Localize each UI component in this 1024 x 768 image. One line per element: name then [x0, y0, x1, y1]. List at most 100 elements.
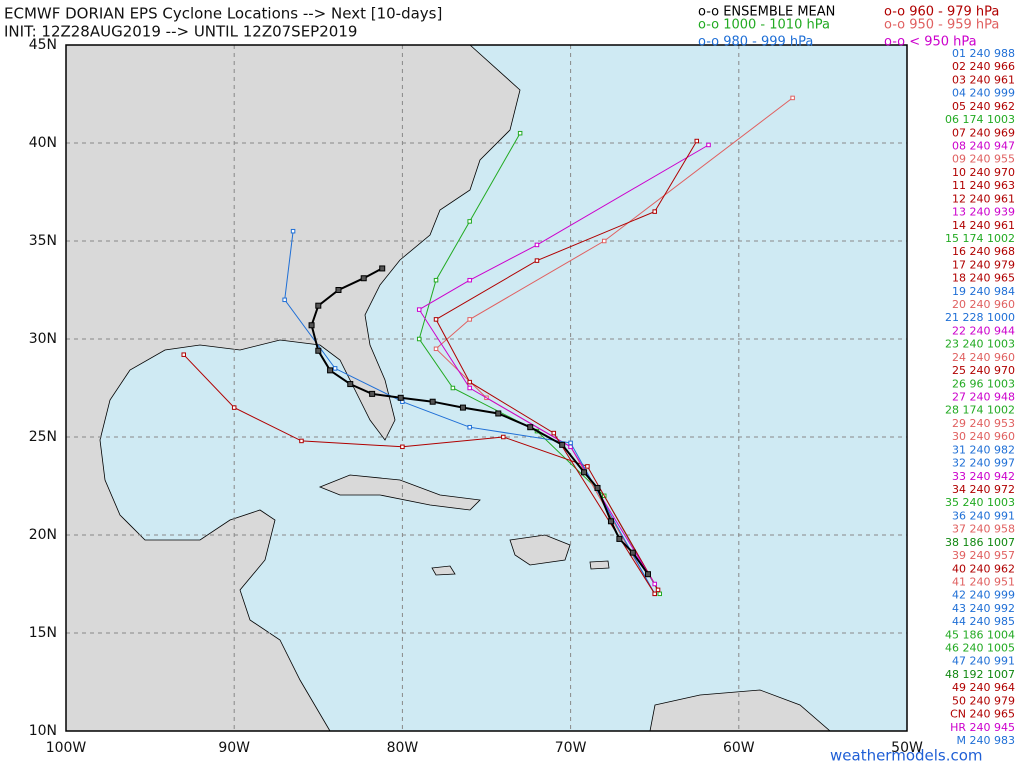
member-entry: 05 240 962 [952, 100, 1015, 113]
track-point [332, 366, 338, 371]
member-entry: 43 240 992 [952, 602, 1015, 615]
track-point [655, 587, 661, 593]
member-entry: 09 240 955 [952, 153, 1015, 166]
member-entry: 22 240 944 [952, 324, 1015, 337]
track-point [790, 95, 795, 101]
member-entry: 46 240 1005 [945, 642, 1015, 655]
track-point [369, 390, 376, 397]
y-tick-label: 35N [29, 233, 57, 249]
member-entry: 15 174 1002 [945, 232, 1015, 245]
member-entry: 48 192 1007 [945, 668, 1015, 681]
member-entry: 47 240 991 [952, 655, 1015, 668]
y-tick-label: 40N [29, 135, 57, 151]
x-tick-label: 90W [218, 740, 250, 756]
track-point [433, 277, 439, 283]
track-point [181, 352, 186, 357]
track-point [327, 367, 334, 374]
track-point [429, 398, 436, 405]
member-entry: 23 240 1003 [945, 338, 1015, 351]
y-tick-label: 15N [29, 625, 57, 641]
member-entry: 33 240 942 [952, 470, 1015, 483]
member-entry: 41 240 951 [952, 575, 1015, 588]
init-line: INIT: 12Z28AUG2019 --> UNTIL 12Z07SEP201… [4, 23, 357, 41]
track-point [495, 410, 502, 417]
track-point [467, 385, 472, 391]
track-point [527, 424, 534, 431]
track-point [308, 322, 315, 329]
member-entry: 01 240 988 [952, 47, 1015, 60]
track-point [467, 317, 472, 322]
member-entry: 17 240 979 [952, 258, 1015, 271]
track-point [433, 346, 439, 352]
member-entry: 39 240 957 [952, 549, 1015, 562]
track-point [347, 381, 354, 388]
member-entry: 24 240 960 [952, 351, 1015, 364]
track-point [644, 571, 651, 578]
track-point [706, 142, 711, 148]
track-point [568, 440, 573, 446]
y-tick-label: 30N [29, 331, 57, 347]
x-tick-label: 70W [555, 740, 587, 756]
x-tick-label: 50W [891, 740, 923, 756]
hispaniola [509, 534, 571, 566]
track-point [335, 287, 342, 293]
y-tick-label: 25N [29, 429, 57, 445]
tracks [181, 95, 795, 597]
member-entry: 37 240 958 [952, 523, 1015, 536]
member-entry: 11 240 963 [952, 179, 1015, 192]
track-point [501, 434, 506, 440]
member-entry: 06 174 1003 [945, 113, 1015, 126]
track-point [282, 297, 287, 303]
track-point [585, 464, 590, 469]
member-entry: 13 240 939 [952, 206, 1015, 219]
track-point [694, 138, 699, 144]
track-point [517, 130, 523, 136]
member-entry: 26 96 1003 [952, 377, 1015, 390]
track-point [416, 336, 422, 342]
track-point [299, 438, 304, 444]
track-point [551, 430, 557, 436]
land [65, 44, 832, 732]
y-tick-label: 10N [29, 723, 57, 739]
x-tick-label: 60W [723, 740, 755, 756]
track-point [534, 258, 540, 263]
track-point [616, 535, 623, 542]
legend-entry: o-o 1000 - 1010 hPa [698, 18, 830, 33]
y-tick-label: 45N [29, 37, 57, 53]
track-point [433, 317, 439, 322]
north-america [65, 44, 521, 732]
member-entry: CN 240 965 [950, 708, 1015, 721]
x-tick-label: 100W [46, 740, 87, 756]
track-point [315, 302, 322, 309]
member-entry: 49 240 964 [952, 681, 1015, 694]
track-point [467, 219, 472, 224]
legend-entry: o-o 960 - 979 hPa [884, 5, 999, 20]
member-entry: 28 174 1002 [945, 404, 1015, 417]
member-entry: 14 240 961 [952, 219, 1015, 232]
member-entry: 50 240 979 [952, 694, 1015, 707]
member-entry: 44 240 985 [952, 615, 1015, 628]
track-point [397, 394, 404, 401]
track-point [534, 242, 540, 248]
title: ECMWF DORIAN EPS Cyclone Locations --> N… [4, 5, 442, 23]
member-entry: 31 240 982 [952, 443, 1015, 456]
track-point [652, 591, 657, 597]
track-point [581, 469, 588, 476]
member-entry: 12 240 961 [952, 192, 1015, 205]
track-point [607, 518, 614, 525]
member-entry: 45 186 1004 [945, 628, 1015, 641]
track-point [400, 444, 405, 450]
track-point [629, 549, 636, 556]
member-entry: 34 240 972 [952, 483, 1015, 496]
x-tick-label: 80W [387, 740, 419, 756]
track-point [601, 238, 607, 244]
member-entry: 18 240 965 [952, 272, 1015, 285]
y-tick-label: 20N [29, 527, 57, 543]
member-entry: 03 240 961 [952, 73, 1015, 86]
track-point [290, 228, 296, 234]
track-point [450, 385, 456, 391]
member-entry: 29 240 953 [952, 417, 1015, 430]
member-entry: 42 240 999 [952, 589, 1015, 602]
track-point [315, 347, 322, 354]
